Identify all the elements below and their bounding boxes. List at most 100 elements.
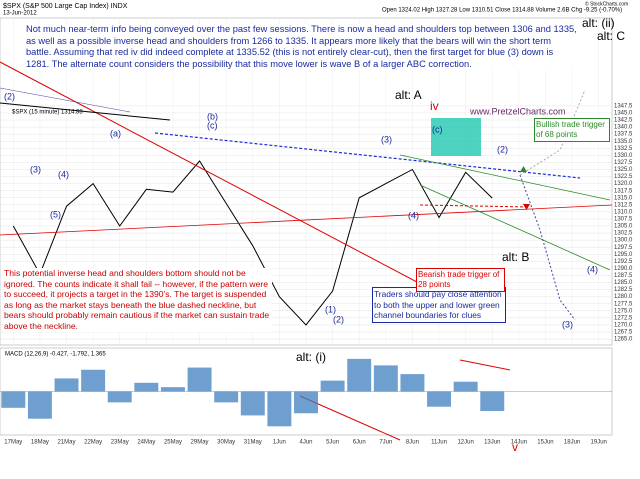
trend-line [459,359,511,371]
y-tick-label: 1310.0 [614,209,633,215]
x-tick-label: 19Jun [591,440,607,446]
wave-label: alt: (ii) [582,16,615,30]
wave-label: (3) [562,319,573,329]
source: © StockCharts.com [585,0,628,7]
y-tick-label: 1322.5 [614,174,633,180]
macd-bar [27,391,52,419]
macd-bar [294,391,318,414]
x-tick-label: 1Jun [273,440,286,446]
y-tick-label: 1270.0 [614,323,633,329]
macd-bar [427,391,452,407]
y-tick-label: 1280.0 [614,294,633,300]
x-tick-label: 5Jun [326,440,339,446]
x-tick-label: 31May [244,440,262,446]
wave-label: iv [430,99,439,113]
title: $SPX (S&P 500 Large Cap Index) INDX [3,3,128,10]
wave-label: (c) [432,124,443,134]
y-tick-label: 1320.0 [614,181,633,187]
x-tick-label: 7Jun [379,440,392,446]
wave-label: v [512,440,518,454]
x-tick-label: 12Jun [457,440,473,446]
x-tick-label: 23May [111,440,129,446]
macd-bar [347,358,372,392]
y-tick-label: 1317.5 [614,188,633,194]
wave-label: (2) [4,91,15,101]
macd-bar [1,391,26,408]
wave-label: (b) [207,111,218,121]
macd-bar [54,378,79,392]
y-tick-label: 1285.0 [614,280,633,286]
y-tick-label: 1330.0 [614,153,633,159]
wave-label: (a) [110,128,121,138]
x-tick-label: 8Jun [406,440,419,446]
y-tick-label: 1272.5 [614,315,633,321]
macd-bar [453,381,478,392]
legend: $SPX (15 minute) 1314.88 [12,110,83,116]
y-tick-label: 1267.5 [614,330,633,336]
trend-line [0,87,131,113]
channel-line [399,154,611,201]
macd-bar [267,391,292,427]
macd-bar [373,365,398,392]
macd-bar [214,391,239,403]
wave-label: (4) [587,264,598,274]
wave-label: (c) [207,120,218,130]
neckline [154,132,581,179]
y-tick-label: 1295.0 [614,252,633,258]
macd-bar [160,387,185,392]
y-tick-label: 1265.0 [614,337,633,343]
y-tick-label: 1307.5 [614,217,633,223]
traders-note: Traders should pay close attention to bo… [372,287,506,323]
wave-label: alt: A [395,88,422,102]
wave-label: alt: C [597,29,625,43]
channel-line [419,184,611,271]
buy-arrow [520,166,527,172]
x-tick-label: 21May [58,440,76,446]
y-tick-label: 1275.0 [614,308,633,314]
macd-bar [320,380,345,392]
y-tick-label: 1325.0 [614,167,633,173]
x-tick-label: 17May [4,440,22,446]
x-tick-label: 15Jun [537,440,553,446]
date: 13-Jun-2012 [3,11,37,17]
y-tick-label: 1305.0 [614,224,633,230]
price-line [12,160,493,326]
inverse-hs-note: This potential inverse head and shoulder… [4,268,272,332]
projection [519,174,576,321]
x-tick-label: 18Jun [564,440,580,446]
y-tick-label: 1327.5 [614,160,633,166]
x-tick-label: 30May [217,440,235,446]
wave-label: (3) [381,134,392,144]
x-tick-label: 11Jun [431,440,447,446]
target-box [431,118,481,156]
wave-label: (3) [30,164,41,174]
y-tick-label: 1335.0 [614,139,633,145]
wave-label: (2) [333,314,344,324]
x-tick-label: 6Jun [353,440,366,446]
y-tick-label: 1300.0 [614,238,633,244]
trigger-line [419,204,531,208]
x-tick-label: 25May [164,440,182,446]
y-tick-label: 1312.5 [614,202,633,208]
macd-bar [81,369,106,392]
macd-bar [134,382,159,392]
y-tick-label: 1290.0 [614,266,633,272]
wave-label: (5) [50,209,61,219]
y-tick-label: 1287.5 [614,273,633,279]
y-tick-label: 1345.0 [614,111,633,117]
ohlc: Open 1324.02 High 1327.28 Low 1310.51 Cl… [382,8,622,14]
analysis-note: Not much near-term info being conveyed o… [26,24,578,70]
wave-label: (4) [408,210,419,220]
macd-bar [480,391,505,411]
macd-bar [240,391,265,416]
wave-label: (1) [325,304,336,314]
y-tick-label: 1337.5 [614,132,633,138]
trend-line [0,204,613,236]
macd-bar [400,374,425,392]
y-tick-label: 1277.5 [614,301,633,307]
trend-line [0,102,171,121]
y-tick-label: 1342.5 [614,118,633,124]
y-tick-label: 1340.0 [614,125,633,131]
